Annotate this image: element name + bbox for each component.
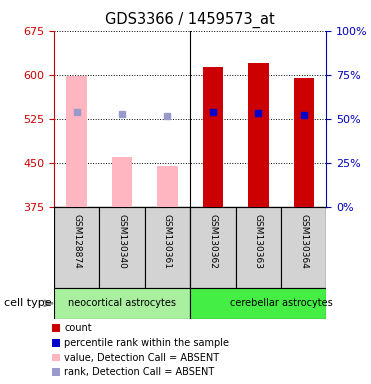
- Text: GSM130340: GSM130340: [118, 214, 127, 269]
- Title: GDS3366 / 1459573_at: GDS3366 / 1459573_at: [105, 12, 275, 28]
- Bar: [66, 76, 87, 207]
- Bar: [54, 288, 190, 319]
- Bar: [54, 207, 99, 288]
- Bar: [112, 157, 132, 207]
- Bar: [99, 207, 145, 288]
- Text: GSM130362: GSM130362: [209, 214, 217, 269]
- Text: GSM128874: GSM128874: [72, 214, 81, 268]
- Text: cerebellar astrocytes: cerebellar astrocytes: [230, 298, 332, 308]
- Text: cell type: cell type: [4, 298, 51, 308]
- Text: GSM130364: GSM130364: [299, 214, 308, 269]
- Text: value, Detection Call = ABSENT: value, Detection Call = ABSENT: [64, 353, 219, 362]
- Bar: [281, 207, 326, 288]
- Text: count: count: [64, 323, 92, 333]
- Bar: [145, 207, 190, 288]
- Text: neocortical astrocytes: neocortical astrocytes: [68, 298, 176, 308]
- Bar: [190, 288, 326, 319]
- Text: percentile rank within the sample: percentile rank within the sample: [64, 338, 229, 348]
- Text: GSM130363: GSM130363: [254, 214, 263, 269]
- Bar: [236, 207, 281, 288]
- Bar: [293, 78, 314, 207]
- Text: GSM130361: GSM130361: [163, 214, 172, 269]
- Bar: [157, 166, 178, 207]
- Bar: [248, 63, 269, 207]
- Bar: [203, 67, 223, 207]
- Text: rank, Detection Call = ABSENT: rank, Detection Call = ABSENT: [64, 367, 214, 377]
- Bar: [190, 207, 236, 288]
